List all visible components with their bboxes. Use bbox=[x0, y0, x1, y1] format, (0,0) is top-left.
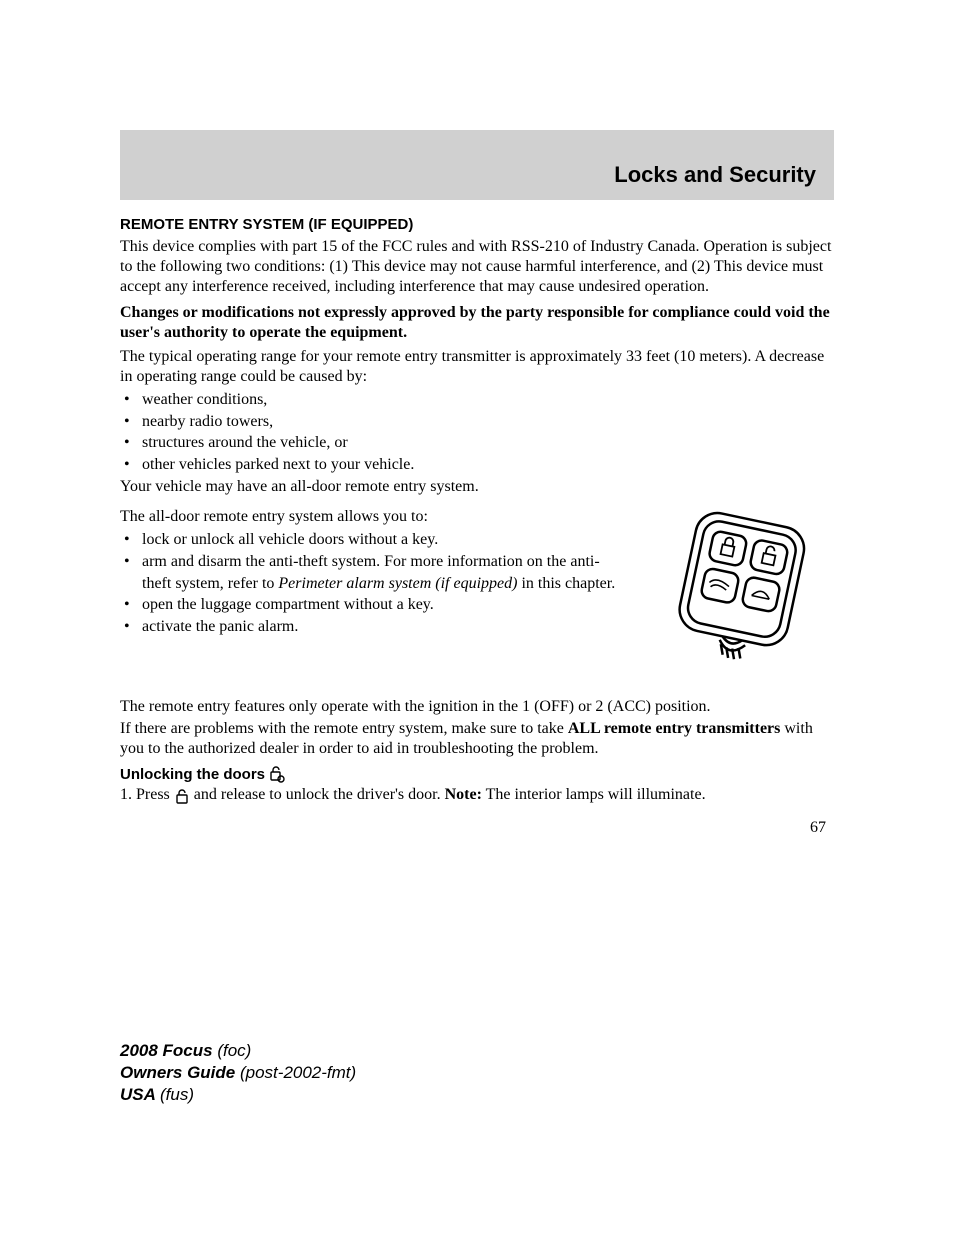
list-item-text-italic: Perimeter alarm system (if equipped) bbox=[278, 575, 517, 592]
sub-heading-text: Unlocking the doors bbox=[120, 766, 265, 783]
footer-text: (post-2002-fmt) bbox=[240, 1063, 356, 1082]
section-heading: REMOTE ENTRY SYSTEM (IF EQUIPPED) bbox=[120, 216, 834, 233]
body-content: REMOTE ENTRY SYSTEM (IF EQUIPPED) This d… bbox=[120, 200, 834, 837]
page-number: 67 bbox=[120, 819, 834, 837]
page-content: Locks and Security REMOTE ENTRY SYSTEM (… bbox=[120, 130, 834, 837]
list-item: lock or unlock all vehicle doors without… bbox=[120, 529, 624, 551]
footer-line-3: USA (fus) bbox=[120, 1084, 356, 1106]
unlock-with-ring-icon bbox=[269, 765, 285, 783]
chapter-title: Locks and Security bbox=[614, 162, 816, 188]
list-item: weather conditions, bbox=[120, 389, 834, 411]
footer-bold: Owners Guide bbox=[120, 1063, 240, 1082]
footer-text: (foc) bbox=[217, 1041, 251, 1060]
chapter-header-bar: Locks and Security bbox=[120, 130, 834, 200]
text-span-note: Note: bbox=[445, 786, 482, 803]
footer-block: 2008 Focus (foc) Owners Guide (post-2002… bbox=[120, 1040, 356, 1106]
step-1: 1. Press and release to unlock the drive… bbox=[120, 785, 834, 805]
text-span: 1. Press bbox=[120, 786, 174, 803]
list-item-text-b: in this chapter. bbox=[517, 575, 615, 592]
left-text-column: The all-door remote entry system allows … bbox=[120, 507, 624, 697]
text-span: If there are problems with the remote en… bbox=[120, 720, 568, 737]
footer-bold: USA bbox=[120, 1085, 160, 1104]
footer-bold: 2008 Focus bbox=[120, 1041, 217, 1060]
paragraph-range: The typical operating range for your rem… bbox=[120, 347, 834, 387]
paragraph-ignition: The remote entry features only operate w… bbox=[120, 697, 834, 717]
sub-heading-unlocking: Unlocking the doors bbox=[120, 765, 834, 783]
keyfob-figure bbox=[644, 507, 834, 697]
text-span-bold: ALL remote entry transmitters bbox=[568, 720, 781, 737]
footer-text: (fus) bbox=[160, 1085, 194, 1104]
list-item: arm and disarm the anti-theft system. Fo… bbox=[120, 551, 624, 594]
text-span: and release to unlock the driver's door. bbox=[194, 786, 445, 803]
paragraph-all-door: Your vehicle may have an all-door remote… bbox=[120, 477, 834, 497]
text-span: The interior lamps will illuminate. bbox=[482, 786, 706, 803]
two-column-section: The all-door remote entry system allows … bbox=[120, 507, 834, 697]
paragraph-allows: The all-door remote entry system allows … bbox=[120, 507, 624, 527]
list-item: open the luggage compartment without a k… bbox=[120, 594, 624, 616]
paragraph-troubleshoot: If there are problems with the remote en… bbox=[120, 719, 834, 759]
list-item: nearby radio towers, bbox=[120, 411, 834, 433]
list-item: other vehicles parked next to your vehic… bbox=[120, 454, 834, 476]
unlock-icon bbox=[174, 788, 190, 804]
keyfob-icon bbox=[654, 507, 824, 697]
list-item: structures around the vehicle, or bbox=[120, 432, 834, 454]
range-bullet-list: weather conditions, nearby radio towers,… bbox=[120, 389, 834, 475]
paragraph-warning-bold: Changes or modifications not expressly a… bbox=[120, 303, 834, 343]
footer-line-1: 2008 Focus (foc) bbox=[120, 1040, 356, 1062]
feature-bullet-list: lock or unlock all vehicle doors without… bbox=[120, 529, 624, 637]
list-item: activate the panic alarm. bbox=[120, 616, 624, 638]
footer-line-2: Owners Guide (post-2002-fmt) bbox=[120, 1062, 356, 1084]
paragraph-fcc: This device complies with part 15 of the… bbox=[120, 237, 834, 297]
